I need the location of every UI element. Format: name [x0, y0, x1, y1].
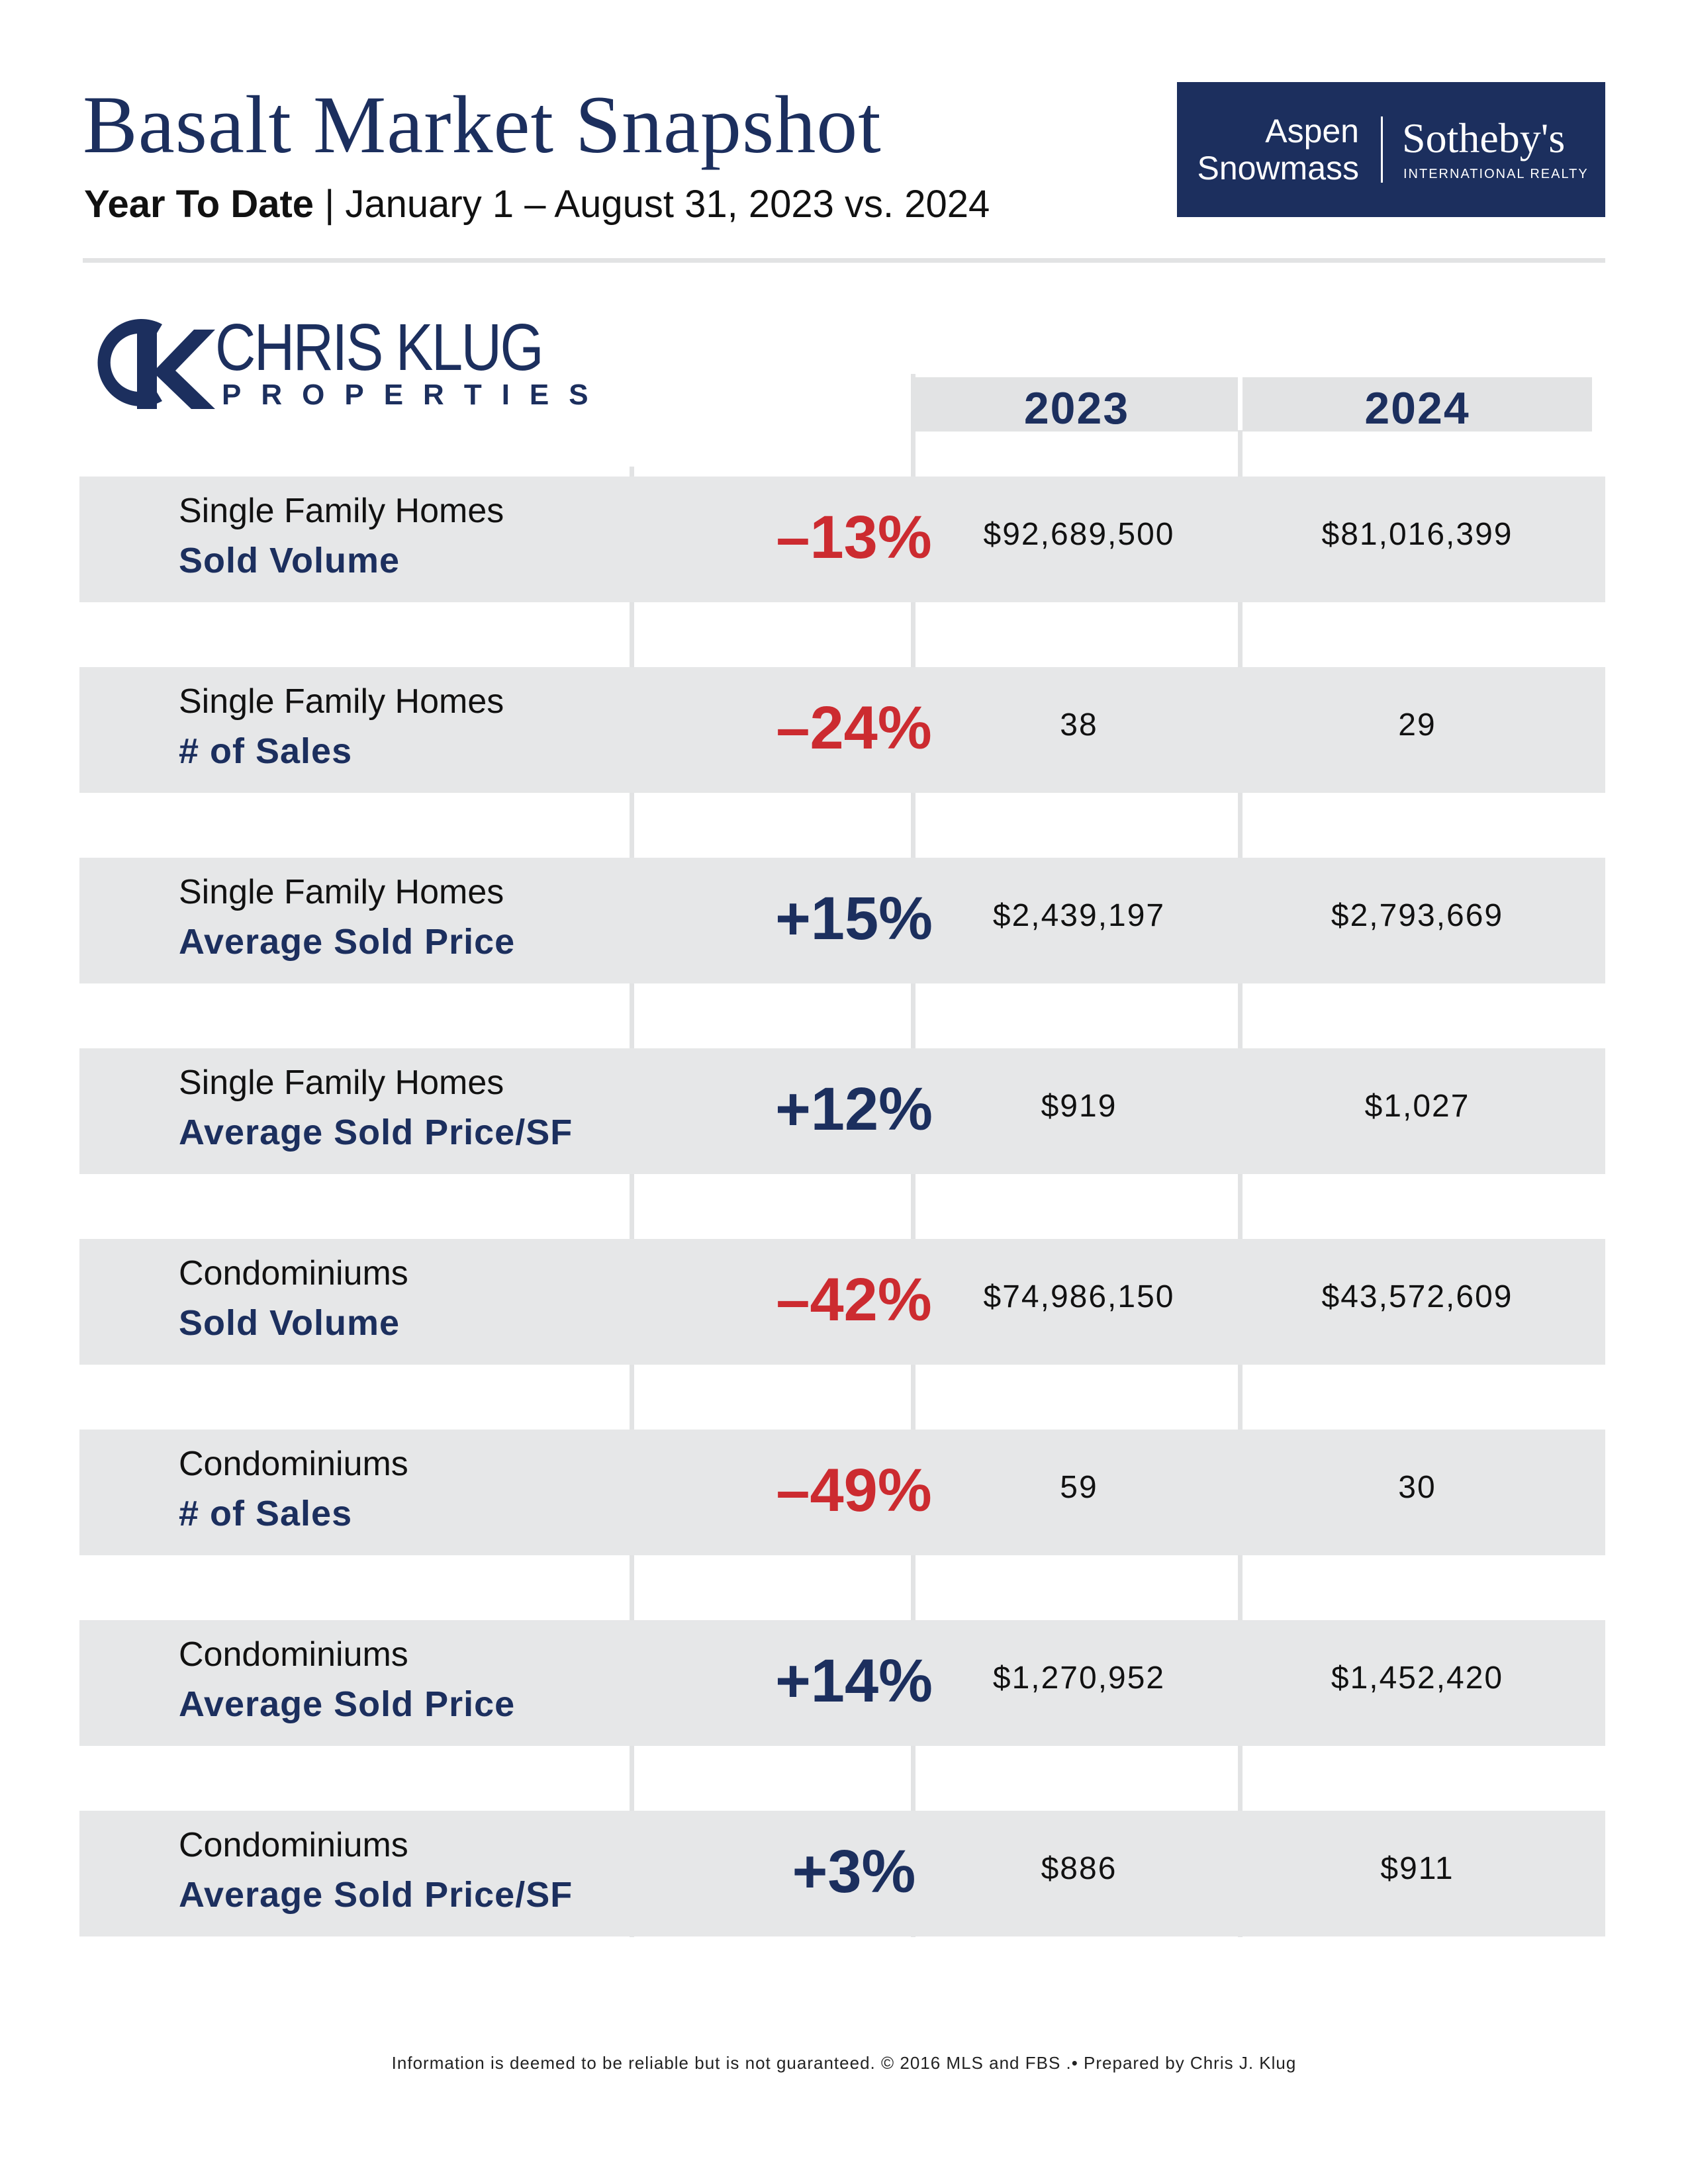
table-row: Single Family Homes Average Sold Price +15… [79, 858, 1605, 983]
subtitle-separator: | [324, 183, 335, 226]
header-divider [83, 258, 1605, 263]
row-metric: Average Sold Price/SF [179, 1113, 573, 1152]
row-value-2024: 30 [1398, 1470, 1436, 1505]
row-value-2023: $2,439,197 [992, 898, 1166, 933]
logo-tagline: INTERNATIONAL REALTY [1403, 167, 1589, 181]
row-value-2023: $74,986,150 [983, 1279, 1175, 1314]
row-change: –13% [776, 504, 932, 571]
ck-logo-sub: PROPERTIES [222, 379, 608, 411]
logo-line-aspen: Aspen [1265, 113, 1359, 150]
row-change: +14% [775, 1647, 933, 1715]
table-row: Condominiums Sold Volume –42% $74,986,150 $4… [79, 1239, 1605, 1365]
row-change: +3% [792, 1838, 916, 1905]
row-value-2024: $43,572,609 [1321, 1279, 1513, 1314]
row-value-2023: $919 [1041, 1089, 1117, 1124]
row-category: Single Family Homes [179, 873, 504, 911]
page-subtitle: Year To Date | January 1 – August 31, 20… [84, 182, 990, 226]
row-change: –49% [776, 1457, 932, 1524]
sothebys-logo: Aspen Snowmass Sotheby's INTERNATIONAL R… [1177, 82, 1605, 217]
row-category: Single Family Homes [179, 682, 504, 721]
subtitle-period: Year To Date [84, 183, 314, 226]
row-metric: # of Sales [179, 1494, 353, 1533]
table-row: Condominiums # of Sales –49% 59 30 [79, 1430, 1605, 1555]
table-row: Condominiums Average Sold Price/SF +3% $886… [79, 1811, 1605, 1936]
row-metric: Sold Volume [179, 541, 400, 580]
logo-brand-name: Sotheby's [1402, 114, 1566, 161]
row-metric: Sold Volume [179, 1303, 400, 1343]
row-metric: Average Sold Price [179, 1684, 516, 1724]
row-change: +15% [775, 885, 933, 952]
ck-monogram-icon [97, 319, 215, 409]
row-value-2023: $1,270,952 [992, 1661, 1166, 1696]
row-value-2024: $911 [1380, 1851, 1454, 1886]
table-row: Single Family Homes Sold Volume –13% $92,68… [79, 477, 1605, 602]
row-value-2023: 38 [1060, 707, 1098, 743]
subtitle-dates: January 1 – August 31, 2023 vs. 2024 [345, 183, 990, 226]
column-header-2023: 2023 [915, 377, 1238, 433]
column-divider-change [630, 467, 634, 1937]
row-value-2023: $92,689,500 [983, 517, 1175, 552]
row-category: Single Family Homes [179, 1064, 504, 1102]
ck-logo-name: CHRIS KLUG [215, 310, 544, 385]
logo-line-snowmass: Snowmass [1197, 150, 1359, 187]
table-row: Single Family Homes # of Sales –24% 38 29 [79, 667, 1605, 793]
row-category: Condominiums [179, 1635, 408, 1674]
row-metric: Average Sold Price [179, 922, 516, 962]
row-value-2024: $2,793,669 [1331, 898, 1504, 933]
page-title: Basalt Market Snapshot [83, 79, 882, 170]
row-metric: # of Sales [179, 731, 353, 771]
row-value-2023: 59 [1060, 1470, 1098, 1505]
row-value-2024: $81,016,399 [1321, 517, 1513, 552]
row-metric: Average Sold Price/SF [179, 1875, 573, 1915]
column-header-2024: 2024 [1243, 377, 1592, 433]
chris-klug-logo: CHRIS KLUG PROPERTIES [83, 310, 588, 416]
logo-divider [1381, 116, 1383, 183]
row-value-2024: $1,027 [1364, 1089, 1470, 1124]
table-row: Condominiums Average Sold Price +14% $1,270… [79, 1620, 1605, 1746]
row-category: Condominiums [179, 1445, 408, 1483]
row-category: Single Family Homes [179, 492, 504, 530]
row-change: –42% [776, 1266, 932, 1334]
disclaimer: Information is deemed to be reliable but… [391, 2053, 1297, 2073]
row-value-2024: 29 [1398, 707, 1436, 743]
sothebys-logo-location: Aspen Snowmass [1197, 113, 1359, 187]
row-category: Condominiums [179, 1826, 408, 1864]
row-value-2023: $886 [1041, 1851, 1117, 1886]
row-value-2024: $1,452,420 [1331, 1661, 1504, 1696]
table-row: Single Family Homes Average Sold Price/SF… [79, 1048, 1605, 1174]
row-change: +12% [775, 1075, 933, 1143]
row-change: –24% [776, 694, 932, 762]
row-category: Condominiums [179, 1254, 408, 1293]
column-divider-2024 [1238, 430, 1243, 1937]
